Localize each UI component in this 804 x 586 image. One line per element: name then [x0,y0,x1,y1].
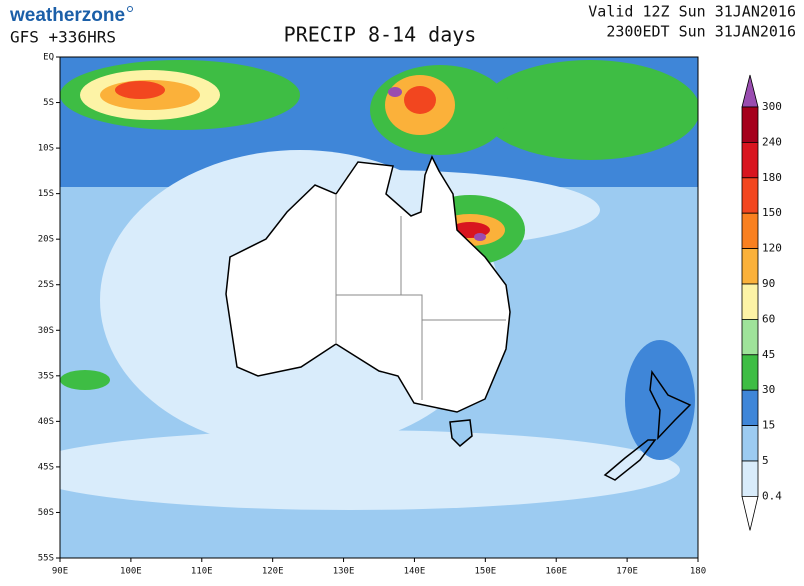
lat-label: 40S [38,417,54,427]
lat-label: EQ [43,53,54,63]
legend-cap-bottom [741,496,759,531]
legend-swatch [741,425,759,462]
lat-label: 20S [38,235,54,245]
precip-field [60,57,698,558]
legend-swatch [741,283,759,320]
lon-label: 120E [262,567,284,577]
lon-label: 100E [120,567,142,577]
lat-label: 35S [38,371,54,381]
legend-swatch [741,141,759,179]
legend-swatch [741,354,759,391]
lon-label: 160E [545,567,567,577]
legend-level: 150 [762,206,782,219]
lat-label: 10S [38,144,54,154]
lat-label: 15S [38,189,54,199]
legend-cap-top [741,74,759,108]
model-run: GFS +336HRS [10,28,116,47]
lat-label: 5S [43,98,54,108]
lon-label: 180 [690,567,706,577]
legend-level: 45 [762,348,775,361]
lat-label: 25S [38,280,54,290]
brand: weatherzone [9,5,125,26]
legend-level: 240 [762,135,782,148]
lat-label: 45S [38,462,54,472]
lon-label: 150E [474,567,496,577]
legend-level: 60 [762,312,775,325]
legend-swatch [741,389,759,427]
legend-swatch [741,248,759,285]
legend-level: 180 [762,171,782,184]
map-frame [59,56,699,559]
legend-swatch [741,212,759,249]
legend-level: 0.4 [762,489,782,502]
lat-label: 50S [38,508,54,518]
local-time: 2300EDT Sun 31JAN2016 [606,23,796,41]
lat-label: 55S [38,554,54,564]
legend-level: 120 [762,242,782,255]
legend-level: 300 [762,100,782,113]
legend-swatch [741,460,759,497]
legend-level: 15 [762,419,775,432]
lon-label: 140E [404,567,426,577]
brand-mark [127,6,133,12]
legend-swatch [741,177,759,214]
legend-swatch [741,318,759,356]
lon-label: 90E [52,567,68,577]
valid-time: Valid 12Z Sun 31JAN2016 [588,3,796,21]
legend-level: 90 [762,277,775,290]
lon-label: 110E [191,567,213,577]
legend-level: 30 [762,383,775,396]
legend-swatch [741,106,759,143]
lat-label: 30S [38,326,54,336]
map-title: PRECIP 8-14 days [284,23,477,47]
lon-label: 130E [333,567,355,577]
legend-level: 5 [762,454,769,467]
lon-label: 170E [616,567,638,577]
